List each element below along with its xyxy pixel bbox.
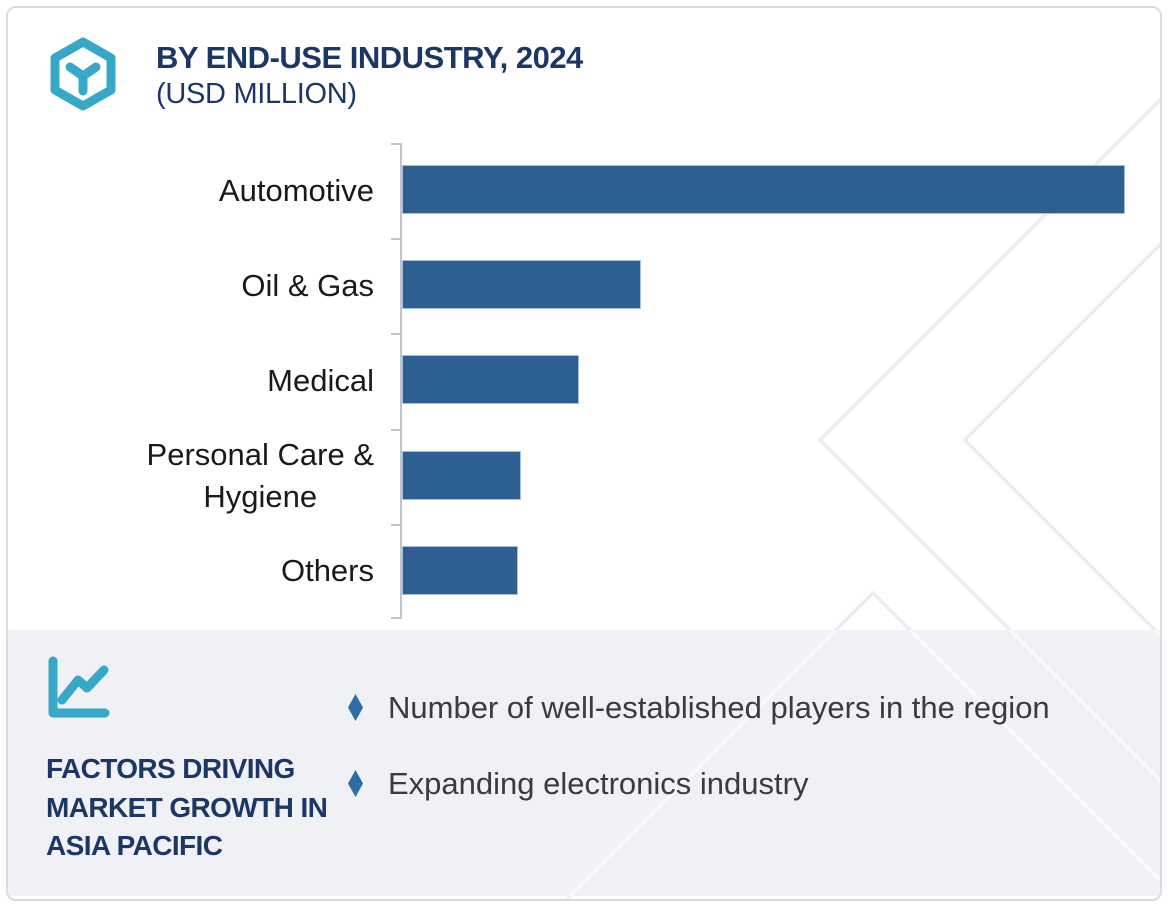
hexagon-y-logo-icon (50, 37, 116, 111)
bar (402, 165, 1125, 214)
category-label: Automotive (218, 172, 374, 208)
bullet-text: Number of well-established players in th… (388, 690, 1050, 725)
chart-row: Others (8, 524, 1160, 619)
panel-heading: FACTORS DRIVING MARKET GROWTH IN ASIA PA… (46, 753, 328, 861)
category-label: Oil & Gas (241, 267, 374, 303)
line-chart-icon (48, 656, 110, 718)
category-label: Medical (267, 362, 374, 398)
bar (402, 355, 579, 405)
diamond-icon (348, 770, 363, 797)
chart-header: BY END-USE INDUSTRY, 2024 (USD MILLION) (44, 36, 583, 112)
axis-tick (391, 524, 400, 526)
growth-factors-panel: FACTORS DRIVING MARKET GROWTH IN ASIA PA… (8, 630, 1160, 896)
axis-tick (391, 429, 400, 431)
chart-rows: Automotive Oil & Gas Medical Personal Ca… (8, 143, 1160, 619)
bar (402, 450, 521, 500)
chart-title: BY END-USE INDUSTRY, 2024 (156, 40, 583, 75)
category-label: Personal Care & Hygiene (146, 437, 374, 515)
bar (402, 545, 518, 595)
driver-bullets: Number of well-established players in th… (348, 684, 1050, 836)
axis-tick (391, 143, 400, 145)
axis-tick (391, 617, 400, 619)
bar-chart: Automotive Oil & Gas Medical Personal Ca… (8, 143, 1160, 619)
diamond-icon (348, 694, 363, 721)
axis-tick (391, 238, 400, 240)
y-axis (391, 143, 402, 619)
bullet-item: Expanding electronics industry (348, 760, 1050, 808)
bullet-text: Expanding electronics industry (388, 766, 809, 801)
chart-subtitle: (USD MILLION) (156, 78, 357, 110)
chart-row: Medical (8, 333, 1160, 428)
chart-row: Automotive (8, 143, 1160, 238)
chart-row: Oil & Gas (8, 238, 1160, 333)
bullet-item: Number of well-established players in th… (348, 684, 1050, 732)
chart-row: Personal Care & Hygiene (8, 429, 1160, 524)
category-label: Others (280, 553, 374, 589)
infographic-card: BY END-USE INDUSTRY, 2024 (USD MILLION) … (6, 6, 1162, 901)
axis-tick (391, 333, 400, 335)
bar (402, 260, 641, 310)
